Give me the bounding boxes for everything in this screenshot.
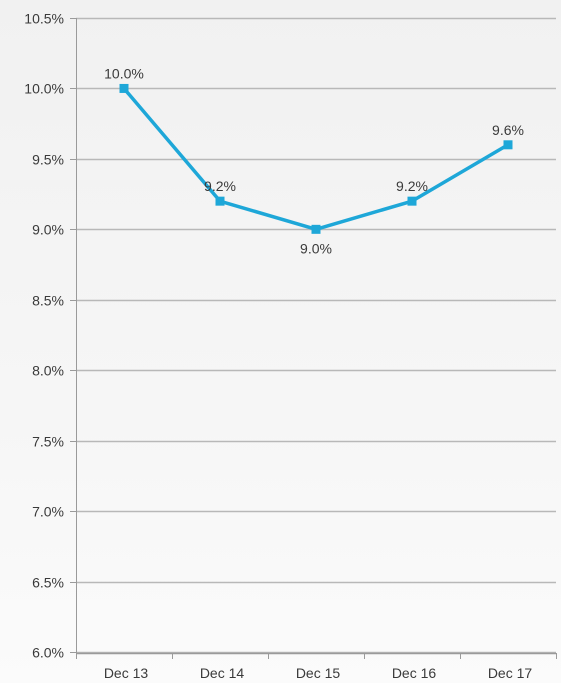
x-tick-label: Dec 14: [200, 665, 245, 681]
data-point-marker: [119, 83, 129, 93]
data-point-marker: [503, 140, 513, 150]
data-labels: 10.0% 9.2% 9.0% 9.2% 9.6%: [104, 65, 524, 256]
series-layer: [119, 83, 513, 234]
x-tick-label: Dec 13: [104, 665, 149, 681]
x-tick-label: Dec 17: [488, 665, 533, 681]
y-tick-label: 7.0%: [32, 504, 64, 520]
y-axis-tick-labels: 6.0% 6.5% 7.0% 7.5% 8.0% 8.5% 9.0% 9.5% 10.0% 10.…: [24, 11, 64, 661]
x-axis-tick-labels: Dec 13 Dec 14 Dec 15 Dec 16 Dec 17: [104, 665, 533, 681]
y-tick-label: 9.5%: [32, 152, 64, 168]
x-tick-label: Dec 16: [392, 665, 437, 681]
data-label: 10.0%: [104, 65, 144, 81]
y-tick-label: 8.5%: [32, 293, 64, 309]
y-tick-label: 7.5%: [32, 434, 64, 450]
y-tick-label: 8.0%: [32, 363, 64, 379]
data-label: 9.6%: [492, 122, 524, 138]
gridlines: [70, 17, 556, 654]
data-label: 9.0%: [300, 240, 332, 256]
data-label: 9.2%: [396, 178, 428, 194]
y-tick-label: 6.0%: [32, 645, 64, 661]
data-point-marker: [215, 196, 225, 206]
y-tick-label: 10.0%: [24, 81, 64, 97]
y-tick-label: 6.5%: [32, 575, 64, 591]
y-tick-label: 9.0%: [32, 222, 64, 238]
data-point-marker: [311, 224, 321, 234]
x-tick-label: Dec 15: [296, 665, 341, 681]
data-label: 9.2%: [204, 178, 236, 194]
data-point-marker: [407, 196, 417, 206]
x-axis: [76, 18, 557, 659]
y-tick-label: 10.5%: [24, 11, 64, 27]
